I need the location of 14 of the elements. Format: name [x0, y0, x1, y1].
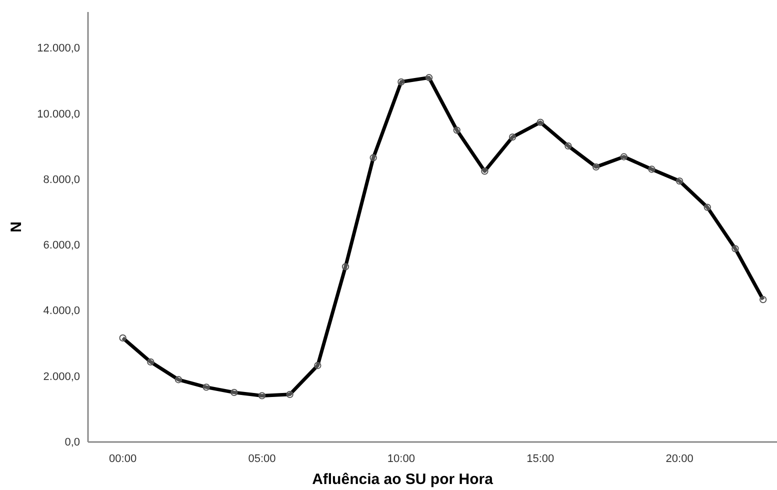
- y-tick-label: 2.000,0: [43, 370, 80, 383]
- y-axis-title: N: [8, 222, 25, 232]
- x-tick-label: 10:00: [387, 452, 415, 465]
- y-tick-label: 10.000,0: [37, 108, 80, 120]
- y-tick-label: 0,0: [64, 436, 80, 449]
- y-tick-label: 6.000,0: [43, 240, 80, 252]
- x-tick-label: 15:00: [526, 452, 554, 465]
- x-axis-title: Afluência ao SU por Hora: [312, 471, 494, 488]
- x-tick-label: 20:00: [666, 452, 694, 465]
- y-tick-label: 4.000,0: [43, 305, 80, 318]
- y-tick-label: 12.000,0: [37, 42, 80, 55]
- y-tick-label: 8.000,0: [43, 174, 80, 186]
- x-tick-label: 00:00: [109, 452, 137, 465]
- x-tick-label: 05:00: [248, 452, 276, 465]
